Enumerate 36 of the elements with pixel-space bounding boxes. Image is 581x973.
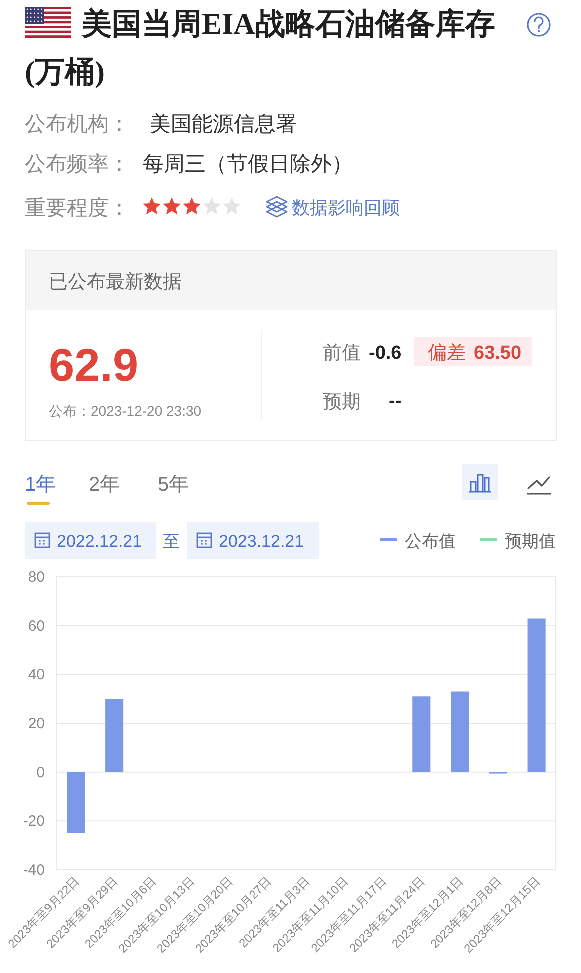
text: 美国能源信息署: [150, 113, 297, 136]
y-tick-label: -20: [23, 813, 45, 830]
y-tick-label: 60: [28, 618, 45, 635]
text: 预期: [323, 392, 361, 413]
text: 已公布最新数据: [49, 271, 182, 293]
y-tick-label: 40: [28, 666, 45, 684]
bar: [412, 696, 431, 772]
bar: [451, 692, 470, 772]
text: 前值: [323, 343, 361, 364]
y-tick-label: 80: [28, 569, 45, 586]
text: 2年: [89, 474, 120, 496]
text: 公布机构：: [25, 113, 130, 136]
legend-label: 预期值: [505, 532, 556, 551]
bar: [528, 618, 546, 772]
y-tick-label: 0: [36, 764, 45, 782]
text: 1年: [25, 474, 56, 496]
text: 63.50: [474, 343, 522, 364]
text: 2023.12.21: [219, 532, 304, 551]
text: 数据影响回顾: [292, 198, 400, 218]
text: 2022.12.21: [57, 532, 142, 551]
text: 公布频率：: [25, 153, 130, 176]
y-tick-label: 20: [28, 716, 45, 732]
text: 5年: [158, 474, 190, 496]
legend-label: 公布值: [405, 532, 456, 551]
text: --: [389, 391, 402, 412]
text: 美国当周EIA战略石油储备库存(万桶): [25, 6, 496, 91]
bar: [67, 772, 86, 834]
text: 重要程度：: [25, 197, 130, 220]
y-tick-label: -40: [23, 862, 45, 879]
text: 至: [163, 532, 180, 551]
text: 偏差: [428, 343, 466, 364]
text: 每周三（节假日除外）: [143, 153, 353, 176]
text: -0.6: [369, 343, 402, 364]
text: 62.9: [49, 339, 139, 391]
text: 公布：2023-12-20 23:30: [49, 403, 202, 419]
bar: [106, 699, 124, 772]
